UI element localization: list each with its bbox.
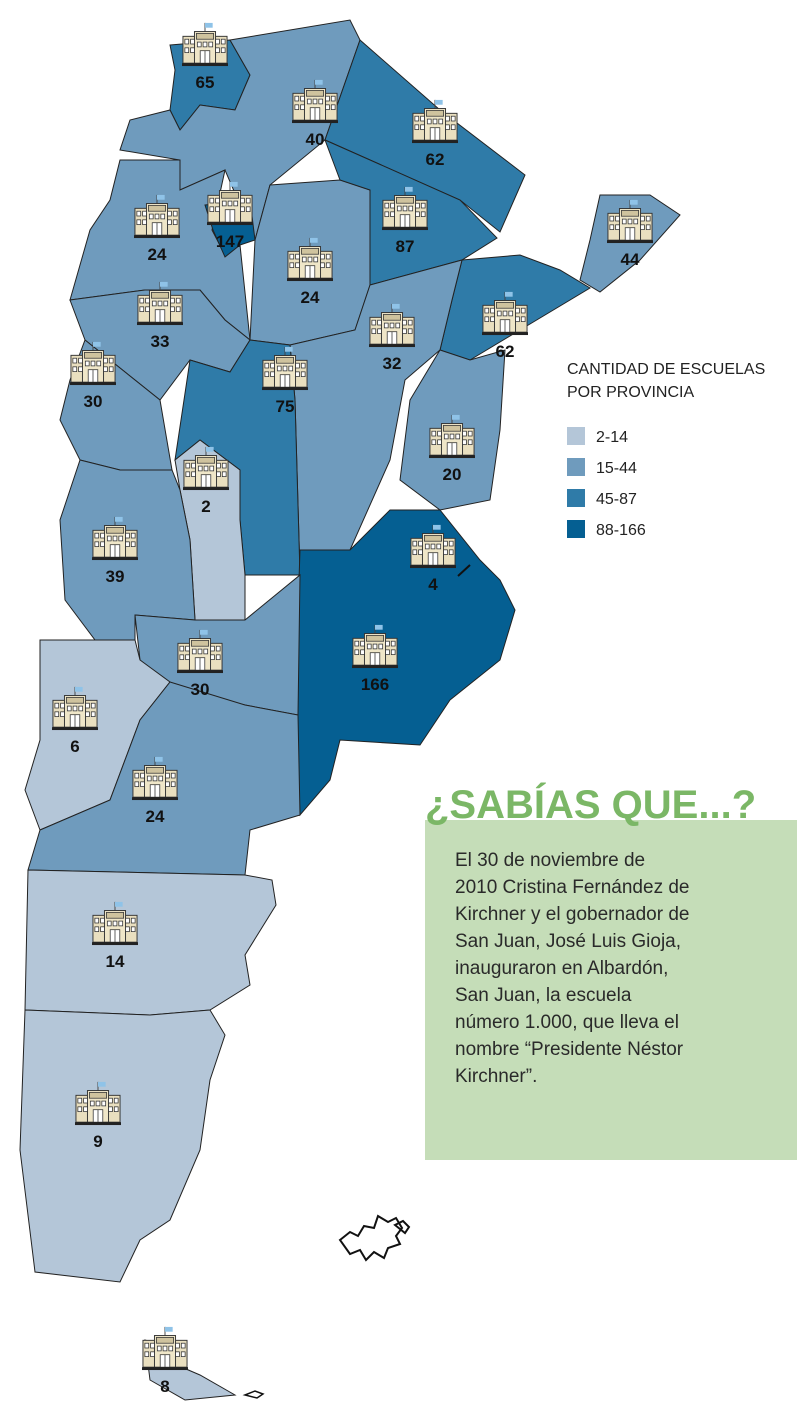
info-line: San Juan, la escuela — [455, 985, 632, 1006]
province-value: 87 — [396, 237, 415, 256]
legend: CANTIDAD DE ESCUELAS POR PROVINCIA 2-14 1… — [567, 361, 765, 539]
province-value: 30 — [191, 680, 210, 699]
province-value: 44 — [621, 250, 640, 269]
legend-title: CANTIDAD DE ESCUELAS — [567, 361, 765, 378]
province-value: 75 — [276, 397, 295, 416]
province — [579, 194, 681, 293]
province — [289, 259, 463, 576]
province-value: 24 — [148, 245, 167, 264]
island — [242, 1390, 265, 1399]
province-value: 62 — [496, 342, 515, 361]
provinces — [19, 19, 681, 1401]
school-icon — [142, 1326, 188, 1371]
province-value: 39 — [106, 567, 125, 586]
legend-label: 2-14 — [596, 429, 628, 446]
province-value: 32 — [383, 354, 402, 373]
legend-swatch — [567, 427, 585, 445]
legend-swatch — [567, 520, 585, 538]
province — [19, 1009, 226, 1283]
province-value: 147 — [216, 232, 244, 251]
info-line: inauguraron en Albardón, — [455, 958, 668, 979]
province-value: 166 — [361, 675, 389, 694]
province-value: 6 — [70, 737, 79, 756]
legend-swatch — [567, 458, 585, 476]
province-value: 62 — [426, 150, 445, 169]
province — [294, 509, 516, 817]
province-value: 8 — [160, 1377, 169, 1396]
province-value: 9 — [93, 1132, 102, 1151]
province-value: 24 — [301, 288, 320, 307]
islands — [338, 1214, 411, 1262]
info-line: El 30 de noviembre de — [455, 850, 645, 871]
province-value: 4 — [428, 575, 438, 594]
info-line: 2010 Cristina Fernández de — [455, 877, 689, 898]
info-line: nombre “Presidente Néstor — [455, 1039, 684, 1060]
info-line: San Juan, José Luis Gioja, — [455, 931, 681, 952]
province — [24, 869, 277, 1016]
icons: 65 40 62 24 147 24 87 44 33 62 30 32 75 20 2 39 4 166 30 6 2… — [52, 22, 653, 1396]
info-box — [425, 820, 797, 1160]
info-line: número 1.000, que lleva el — [455, 1012, 679, 1033]
province-value: 30 — [84, 392, 103, 411]
info-heading: ¿SABÍAS QUE...? — [425, 782, 756, 827]
pointer-line — [457, 564, 471, 577]
province-value: 14 — [106, 952, 125, 971]
legend-title: POR PROVINCIA — [567, 384, 694, 401]
legend-label: 45-87 — [596, 491, 637, 508]
school-icon — [182, 22, 228, 67]
province-value: 40 — [306, 130, 325, 149]
province-value: 20 — [443, 465, 462, 484]
province-value: 65 — [196, 73, 215, 92]
province-value: 24 — [146, 807, 165, 826]
info-text: El 30 de noviembre de 2010 Cristina Ferná… — [455, 850, 689, 1087]
info-line: Kirchner”. — [455, 1066, 537, 1087]
legend-label: 15-44 — [596, 460, 637, 477]
legend-swatch — [567, 489, 585, 507]
info-line: Kirchner y el gobernador de — [455, 904, 689, 925]
legend-label: 88-166 — [596, 522, 646, 539]
province-value: 33 — [151, 332, 170, 351]
province-value: 2 — [201, 497, 210, 516]
